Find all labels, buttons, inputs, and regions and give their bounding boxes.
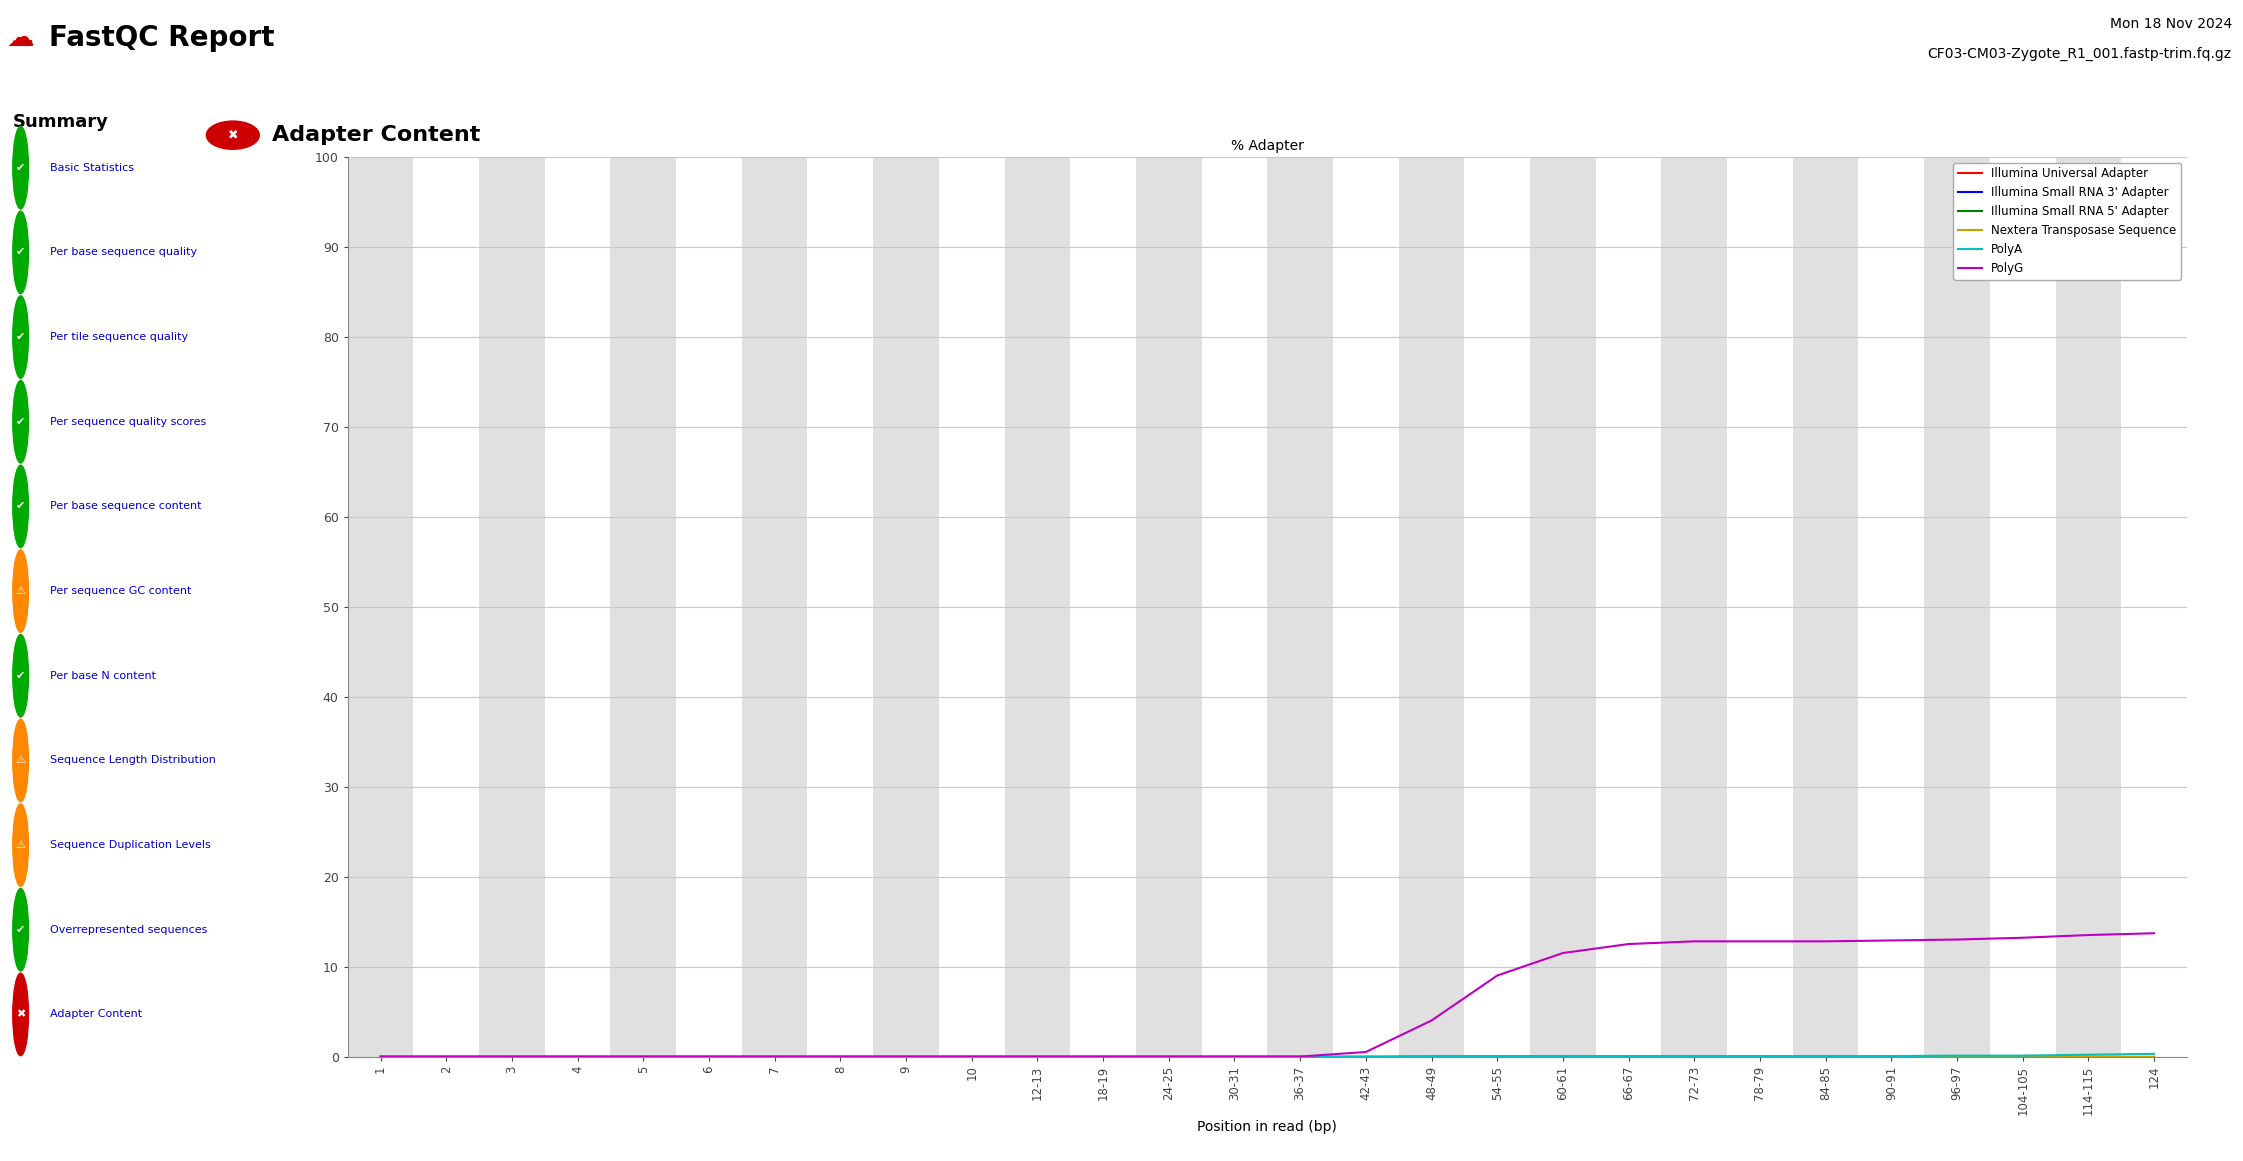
Bar	[807, 157, 873, 1057]
Text: ✔: ✔	[16, 671, 25, 680]
Bar	[742, 157, 807, 1057]
Bar	[1662, 157, 1727, 1057]
Circle shape	[13, 973, 29, 1055]
Circle shape	[13, 888, 29, 971]
Circle shape	[13, 211, 29, 294]
Bar	[1792, 157, 1859, 1057]
Circle shape	[13, 719, 29, 802]
Text: ✔: ✔	[16, 502, 25, 512]
Bar	[1595, 157, 1662, 1057]
Circle shape	[13, 296, 29, 378]
Text: Sequence Duplication Levels: Sequence Duplication Levels	[49, 841, 211, 850]
Bar	[413, 157, 480, 1057]
Bar	[610, 157, 675, 1057]
Circle shape	[13, 466, 29, 548]
Text: Per base N content: Per base N content	[49, 671, 155, 680]
Text: Adapter Content: Adapter Content	[271, 125, 480, 145]
Bar	[348, 157, 413, 1057]
Text: Per tile sequence quality: Per tile sequence quality	[49, 332, 188, 342]
Text: ⚠: ⚠	[16, 586, 25, 596]
Text: ✖: ✖	[16, 1009, 25, 1019]
Bar	[1400, 157, 1465, 1057]
Text: FastQC Report: FastQC Report	[49, 23, 276, 52]
Bar	[1465, 157, 1530, 1057]
Text: ✖: ✖	[227, 129, 238, 142]
Circle shape	[13, 550, 29, 633]
Text: CF03-CM03-Zygote_R1_001.fastp-trim.fq.gz: CF03-CM03-Zygote_R1_001.fastp-trim.fq.gz	[1927, 48, 2232, 62]
Bar	[2055, 157, 2122, 1057]
Text: ⚠: ⚠	[16, 756, 25, 765]
Text: ✔: ✔	[16, 925, 25, 935]
Text: ✔: ✔	[16, 332, 25, 342]
Bar	[1267, 157, 1332, 1057]
Text: ✔: ✔	[16, 417, 25, 427]
Text: ✔: ✔	[16, 247, 25, 258]
Circle shape	[13, 381, 29, 463]
Bar	[1332, 157, 1400, 1057]
Bar	[480, 157, 545, 1057]
Text: Overrepresented sequences: Overrepresented sequences	[49, 925, 206, 935]
Text: Mon 18 Nov 2024: Mon 18 Nov 2024	[2108, 17, 2232, 31]
Bar	[1990, 157, 2055, 1057]
Bar	[675, 157, 742, 1057]
Bar	[1202, 157, 1267, 1057]
Text: ✔: ✔	[16, 163, 25, 173]
Text: Per sequence GC content: Per sequence GC content	[49, 586, 191, 596]
Bar	[2122, 157, 2187, 1057]
Text: ⚠: ⚠	[16, 841, 25, 850]
Text: Per sequence quality scores: Per sequence quality scores	[49, 417, 206, 427]
Bar	[1530, 157, 1595, 1057]
Bar	[1727, 157, 1792, 1057]
Text: Per base sequence quality: Per base sequence quality	[49, 247, 197, 258]
Circle shape	[206, 121, 260, 150]
Legend: Illumina Universal Adapter, Illumina Small RNA 3' Adapter, Illumina Small RNA 5': Illumina Universal Adapter, Illumina Sma…	[1954, 163, 2180, 280]
Circle shape	[13, 635, 29, 717]
Bar	[1859, 157, 1924, 1057]
Title: % Adapter: % Adapter	[1231, 139, 1303, 153]
Text: Basic Statistics: Basic Statistics	[49, 163, 135, 173]
Circle shape	[13, 803, 29, 886]
Bar	[1070, 157, 1135, 1057]
Bar	[545, 157, 610, 1057]
Bar	[1135, 157, 1202, 1057]
Bar	[1005, 157, 1070, 1057]
X-axis label: Position in read (bp): Position in read (bp)	[1198, 1120, 1337, 1134]
Text: ☁: ☁	[7, 23, 34, 52]
Circle shape	[13, 127, 29, 209]
Text: Sequence Length Distribution: Sequence Length Distribution	[49, 756, 215, 765]
Bar	[873, 157, 940, 1057]
Bar	[940, 157, 1005, 1057]
Text: Summary: Summary	[13, 114, 108, 131]
Bar	[1924, 157, 1990, 1057]
Text: Per base sequence content: Per base sequence content	[49, 502, 202, 512]
Text: Adapter Content: Adapter Content	[49, 1009, 141, 1019]
